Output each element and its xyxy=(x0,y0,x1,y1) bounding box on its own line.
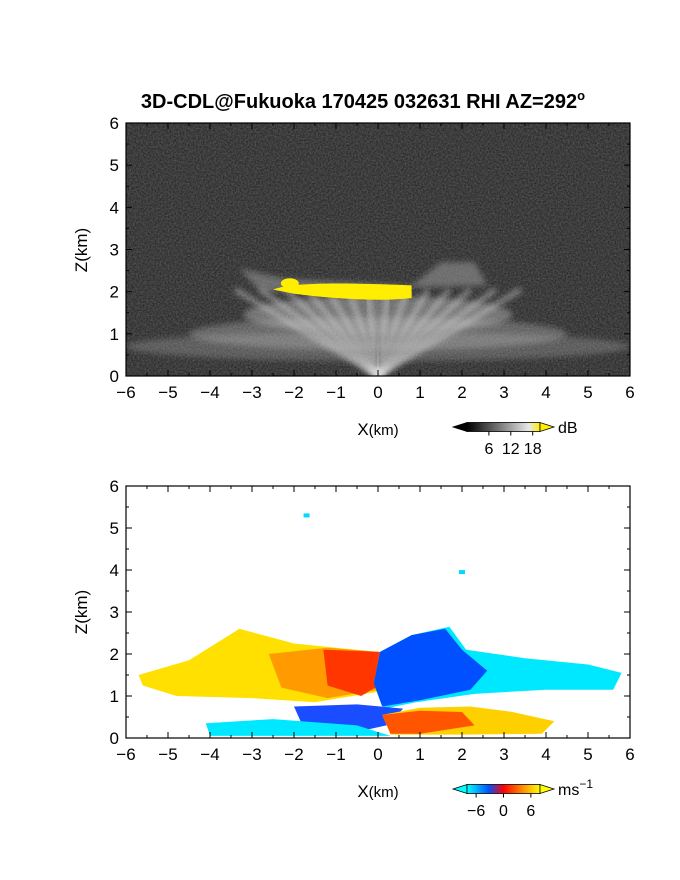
top-colorbar-high-arrow xyxy=(539,421,556,433)
top-colorbar-tick-label: 12 xyxy=(502,441,520,458)
top-xtick-label: −4 xyxy=(200,383,219,402)
top-xtick-label: 1 xyxy=(415,383,424,402)
top-ytick-label: 4 xyxy=(110,198,119,217)
top-ytick-label: 1 xyxy=(110,325,119,344)
isolated-echo-point xyxy=(459,570,465,575)
bottom-xtick-label: 0 xyxy=(373,745,382,764)
bottom-xtick-label: 6 xyxy=(625,745,634,764)
beam-ray xyxy=(375,289,391,376)
top-colorbar: 6 12 18 dB xyxy=(451,420,578,458)
bottom-ytick-label: 1 xyxy=(110,687,119,706)
bottom-ytick-label: 5 xyxy=(110,519,119,538)
top-xtick-label: −5 xyxy=(158,383,177,402)
negative-velocity-core xyxy=(373,628,488,707)
bottom-ytick-label: 2 xyxy=(110,645,119,664)
bottom-xtick-label: −2 xyxy=(284,745,303,764)
top-colorbar-ramp xyxy=(466,422,541,432)
bottom-xtick-label: 1 xyxy=(415,745,424,764)
bottom-plot-background xyxy=(126,486,630,738)
beam-ray xyxy=(283,287,380,376)
bottom-axes: −6 −5 −4 −3 −2 −1 0 1 2 3 4 5 6 0 1 2 3 4 5 6 xyxy=(110,477,635,764)
top-ytick-label: 2 xyxy=(110,283,119,302)
bottom-ytick-label: 3 xyxy=(110,603,119,622)
fan-upper-edge xyxy=(239,262,488,292)
top-xtick-label: 6 xyxy=(625,383,634,402)
beam-ray xyxy=(375,288,431,376)
bottom-colorbar: −6 0 6 ms−1 xyxy=(451,777,593,820)
beam-ray xyxy=(346,288,381,376)
top-echo-field xyxy=(126,262,630,376)
beam-ray xyxy=(304,287,380,376)
bottom-ytick-label: 6 xyxy=(110,477,119,496)
bottom-xtick-label: −6 xyxy=(116,745,135,764)
beam-ray xyxy=(325,288,381,376)
bottom-colorbar-tick-label: 6 xyxy=(526,803,535,820)
bottom-colorbar-low-arrow xyxy=(451,783,468,795)
top-xtick-label: −2 xyxy=(284,383,303,402)
figure-title: 3D-CDL@Fukuoka 170425 032631 RHI AZ=292o xyxy=(141,88,585,113)
bottom-xtick-label: −4 xyxy=(200,745,219,764)
top-ytick-label: 6 xyxy=(110,114,119,133)
top-colorbar-unit: dB xyxy=(558,420,578,437)
saturated-yellow-layer xyxy=(273,283,412,300)
top-colorbar-low-arrow xyxy=(451,421,468,433)
bottom-ytick-label: 4 xyxy=(110,561,119,580)
near-zero-velocity-layer xyxy=(323,649,383,696)
bottom-xtick-label: 3 xyxy=(499,745,508,764)
top-ytick-label: 3 xyxy=(110,241,119,260)
saturated-patch xyxy=(280,278,299,289)
top-xtick-label: 0 xyxy=(373,383,382,402)
bottom-colorbar-tick-label: 0 xyxy=(499,803,508,820)
top-colorbar-tick-label: 6 xyxy=(484,441,493,458)
bottom-xtick-label: −5 xyxy=(158,745,177,764)
bottom-xtick-label: 2 xyxy=(457,745,466,764)
top-ytick-label: 0 xyxy=(110,367,119,386)
bottom-panel: −6 −5 −4 −3 −2 −1 0 1 2 3 4 5 6 0 1 2 3 4 5 6 Z(km) X(km) −… xyxy=(72,477,635,820)
top-ylabel: Z(km) xyxy=(72,228,91,272)
intensity-band xyxy=(243,295,513,334)
bottom-xtick-label: −3 xyxy=(242,745,261,764)
lower-negative-fringe xyxy=(205,719,391,736)
top-xtick-label: 4 xyxy=(541,383,550,402)
beam-ray xyxy=(258,287,380,376)
top-xtick-label: −6 xyxy=(116,383,135,402)
bottom-colorbar-tick-label: −6 xyxy=(467,803,485,820)
bottom-xtick-label: 5 xyxy=(583,745,592,764)
lower-positive-core xyxy=(382,710,475,734)
top-xtick-label: 3 xyxy=(499,383,508,402)
top-xtick-label: 2 xyxy=(457,383,466,402)
top-xtick-label: 5 xyxy=(583,383,592,402)
bottom-velocity-field xyxy=(138,513,622,736)
top-xtick-label: −3 xyxy=(242,383,261,402)
beam-ray xyxy=(365,289,381,376)
top-axes: −6 −5 −4 −3 −2 −1 0 1 2 3 4 5 6 0 1 2 3 4 5 6 xyxy=(110,114,635,402)
bottom-ytick-label: 0 xyxy=(110,729,119,748)
top-xtick-label: −1 xyxy=(326,383,345,402)
top-xlabel: X(km) xyxy=(357,420,398,439)
bottom-xlabel: X(km) xyxy=(357,782,398,801)
bottom-xtick-label: 4 xyxy=(541,745,550,764)
bottom-ylabel: Z(km) xyxy=(72,590,91,634)
bottom-colorbar-unit: ms−1 xyxy=(558,777,593,799)
beam-ray xyxy=(376,287,523,376)
bottom-colorbar-high-arrow xyxy=(539,783,556,795)
bottom-xtick-label: −1 xyxy=(326,745,345,764)
beam-ray xyxy=(375,288,410,376)
bottom-colorbar-ramp xyxy=(466,784,541,794)
top-ytick-label: 5 xyxy=(110,156,119,175)
isolated-echo-point xyxy=(303,513,310,518)
top-colorbar-tick-label: 18 xyxy=(524,441,542,458)
